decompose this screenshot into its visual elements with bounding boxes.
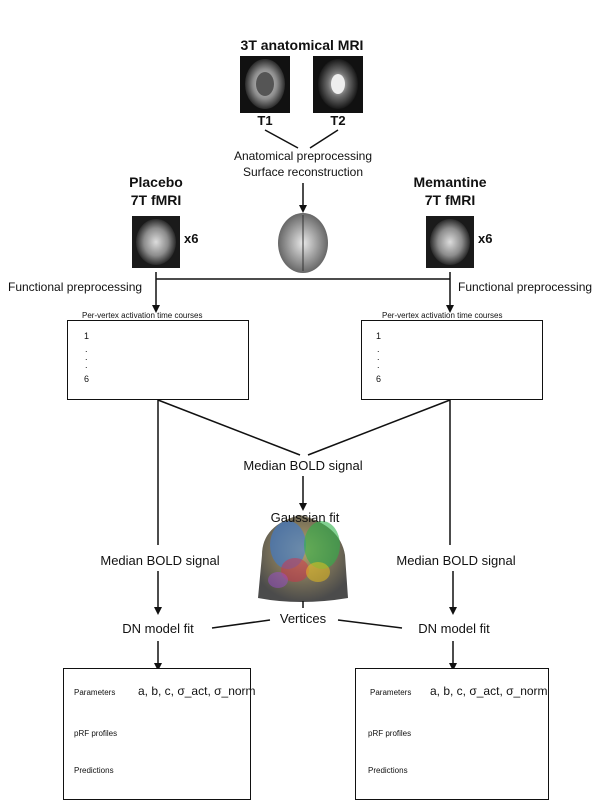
memantine-row-last: 6 — [376, 374, 382, 384]
t2-connector — [309, 129, 339, 149]
memantine-results-box — [355, 668, 549, 800]
t2-mri-image — [313, 56, 363, 113]
placebo-timecourse-box — [67, 320, 249, 400]
anatomical-preprocessing-label: Anatomical preprocessing — [233, 149, 373, 163]
placebo-parameters-label: Parameters — [74, 688, 116, 697]
right-dn-model-fit: DN model fit — [418, 621, 490, 636]
memantine-dot: . — [377, 344, 380, 354]
placebo-row-last: 6 — [84, 374, 90, 384]
right-median-bold: Median BOLD signal — [396, 553, 516, 568]
t2-label: T2 — [330, 113, 346, 128]
memantine-parameters-label: Parameters — [370, 688, 412, 697]
anatomical-title: 3T anatomical MRI — [240, 37, 364, 53]
placebo-timecourse-title: Per-vertex activation time courses — [82, 311, 203, 320]
left-dn-model-fit: DN model fit — [122, 621, 194, 636]
gaussian-fit-label: Gaussian fit — [270, 510, 340, 525]
t1-mri-image — [240, 56, 290, 113]
memantine-timecourse-title: Per-vertex activation time courses — [382, 311, 503, 320]
functional-preprocessing-left: Functional preprocessing — [8, 280, 143, 294]
memantine-timecourse-box — [361, 320, 543, 400]
right-to-center — [307, 399, 451, 456]
memantine-dot: . — [377, 352, 380, 362]
placebo-results-box — [63, 668, 251, 800]
center-median-bold: Median BOLD signal — [243, 458, 363, 473]
t1-connector — [264, 129, 299, 149]
memantine-predictions-label: Predictions — [368, 766, 408, 775]
memantine-count: x6 — [478, 231, 493, 246]
placebo-count: x6 — [184, 231, 199, 246]
placebo-fmri-image — [132, 216, 180, 268]
t1-label: T1 — [257, 113, 273, 128]
functional-preprocessing-right: Functional preprocessing — [458, 280, 593, 294]
placebo-predictions-label: Predictions — [74, 766, 114, 775]
placebo-dot: . — [85, 360, 88, 370]
placebo-parameters-value: a, b, c, σ_act, σ_norm — [138, 684, 256, 698]
memantine-dot: . — [377, 360, 380, 370]
vertices-right-line — [337, 619, 403, 629]
left-median-bold: Median BOLD signal — [100, 553, 220, 568]
flatmap-brain-image — [258, 515, 348, 602]
surface-reconstruction-label: Surface reconstruction — [242, 165, 364, 179]
memantine-parameters-value: a, b, c, σ_act, σ_norm — [430, 684, 548, 698]
placebo-dot: . — [85, 344, 88, 354]
placebo-dot: . — [85, 352, 88, 362]
memantine-subtitle: 7T fMRI — [424, 192, 476, 208]
vertices-left-line — [211, 619, 271, 629]
memantine-fmri-image — [426, 216, 474, 268]
placebo-prf-label: pRF profiles — [74, 729, 118, 738]
placebo-title: Placebo — [129, 174, 183, 190]
memantine-row-first: 1 — [376, 331, 382, 341]
surface-brain-image — [278, 213, 328, 273]
memantine-prf-label: pRF profiles — [368, 729, 412, 738]
memantine-title: Memantine — [413, 174, 487, 190]
left-to-center — [157, 399, 301, 456]
placebo-row-first: 1 — [84, 331, 90, 341]
vertices-label: Vertices — [279, 611, 327, 626]
placebo-subtitle: 7T fMRI — [130, 192, 182, 208]
